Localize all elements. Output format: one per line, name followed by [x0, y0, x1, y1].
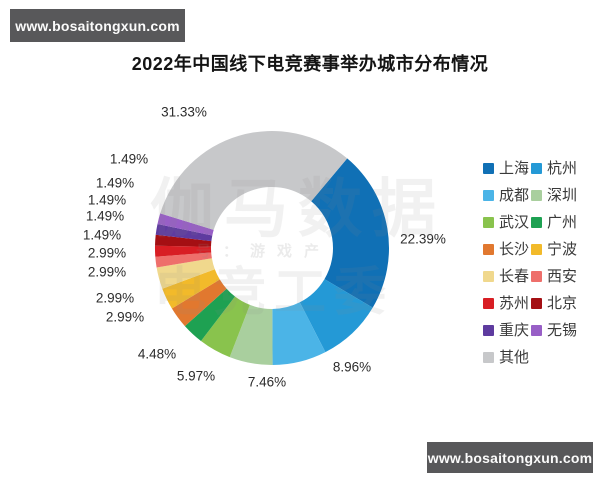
legend-item-ningbo[interactable]: 宁波 — [531, 239, 593, 260]
legend-label-hangzhou: 杭州 — [547, 160, 578, 177]
pie-slice-chongqing[interactable] — [155, 224, 213, 242]
pie-slice-chengdu[interactable] — [272, 302, 326, 365]
pie-label-chengdu: 7.46% — [248, 375, 286, 390]
legend-swatch-xian — [531, 271, 542, 282]
pie-slice-shenzhen[interactable] — [229, 304, 273, 366]
legend-swatch-wuhan — [483, 217, 494, 228]
legend-item-beijing[interactable]: 北京 — [531, 293, 593, 314]
pie-slice-hangzhou[interactable] — [299, 279, 373, 353]
legend-item-qita[interactable]: 其他 — [483, 347, 531, 368]
legend-swatch-ningbo — [531, 244, 542, 255]
legend-label-changchun: 长春 — [499, 268, 530, 285]
pie-slice-qita[interactable] — [160, 131, 348, 230]
pie-slice-xian[interactable] — [155, 252, 212, 268]
chart-title: 2022年中国线下电竞赛事举办城市分布情况 — [131, 54, 489, 74]
legend-swatch-chongqing — [483, 325, 494, 336]
pie-label-suzhou: 1.49% — [86, 209, 124, 224]
pie-label-qita: 31.33% — [161, 105, 207, 120]
legend-item-changsha[interactable]: 长沙 — [483, 239, 531, 260]
watermark-banner-top: www.bosaitongxun.com — [10, 9, 185, 42]
pie-slice-ningbo[interactable] — [162, 269, 220, 309]
legend-swatch-suzhou — [483, 298, 494, 309]
legend-label-changsha: 长沙 — [499, 241, 530, 258]
legend-label-wuxi: 无锡 — [547, 322, 578, 339]
legend-label-wuhan: 武汉 — [499, 214, 530, 231]
watermark-url-bottom: www.bosaitongxun.com — [427, 449, 593, 466]
legend-swatch-shanghai — [483, 163, 494, 174]
legend-item-shanghai[interactable]: 上海 — [483, 158, 531, 179]
watermark-banner-bottom: www.bosaitongxun.com — [427, 442, 593, 473]
legend-swatch-changsha — [483, 244, 494, 255]
legend-label-shenzhen: 深圳 — [547, 187, 578, 204]
legend-item-changchun[interactable]: 长春 — [483, 266, 531, 287]
pie-label-xian: 1.49% — [83, 228, 121, 243]
legend-swatch-chengdu — [483, 190, 494, 201]
pie-label-shenzhen: 5.97% — [177, 369, 215, 384]
legend-label-guangzhou: 广州 — [547, 214, 578, 231]
watermark-url-top: www.bosaitongxun.com — [15, 17, 180, 34]
legend-item-wuhan[interactable]: 武汉 — [483, 212, 531, 233]
pie-slice-shanghai[interactable] — [311, 158, 389, 308]
legend-item-shenzhen[interactable]: 深圳 — [531, 185, 593, 206]
legend-label-beijing: 北京 — [547, 295, 578, 312]
legend-label-chongqing: 重庆 — [499, 322, 530, 339]
pie-slice-beijing[interactable] — [155, 234, 212, 247]
pie-slice-guangzhou[interactable] — [184, 288, 235, 341]
pie-label-wuhan: 4.48% — [138, 347, 176, 362]
legend-swatch-hangzhou — [531, 163, 542, 174]
legend-item-hangzhou[interactable]: 杭州 — [531, 158, 593, 179]
pie-label-shanghai: 22.39% — [400, 232, 446, 247]
legend-swatch-changchun — [483, 271, 494, 282]
legend-swatch-qita — [483, 352, 494, 363]
pie-label-changsha: 2.99% — [96, 291, 134, 306]
legend-swatch-shenzhen — [531, 190, 542, 201]
pie-label-guangzhou: 2.99% — [106, 310, 144, 325]
legend-label-ningbo: 宁波 — [547, 241, 578, 258]
pie-slice-wuxi[interactable] — [157, 213, 214, 236]
legend-item-chongqing[interactable]: 重庆 — [483, 320, 531, 341]
pie-label-hangzhou: 8.96% — [333, 360, 371, 375]
pie-label-wuxi: 1.49% — [110, 152, 148, 167]
legend-label-suzhou: 苏州 — [499, 295, 530, 312]
legend-item-suzhou[interactable]: 苏州 — [483, 293, 531, 314]
legend-swatch-beijing — [531, 298, 542, 309]
chart-legend: 上海 杭州 成都 深圳 武汉 广州 长沙 宁波 长春 西安 苏州 北京 重庆 无锡 其他 — [483, 158, 593, 368]
legend-item-wuxi[interactable]: 无锡 — [531, 320, 593, 341]
pie-slice-changchun[interactable] — [156, 258, 215, 289]
pie-label-changchun: 2.99% — [88, 246, 126, 261]
legend-label-qita: 其他 — [499, 349, 530, 366]
legend-item-chengdu[interactable]: 成都 — [483, 185, 531, 206]
legend-label-shanghai: 上海 — [499, 160, 530, 177]
pie-label-chongqing: 1.49% — [96, 176, 134, 191]
legend-item-xian[interactable]: 西安 — [531, 266, 593, 287]
pie-slice-changsha[interactable] — [171, 279, 227, 327]
legend-item-guangzhou[interactable]: 广州 — [531, 212, 593, 233]
pie-slice-wuhan[interactable] — [201, 296, 250, 358]
legend-label-xian: 西安 — [547, 268, 578, 285]
pie-label-beijing: 1.49% — [88, 193, 126, 208]
legend-swatch-wuxi — [531, 325, 542, 336]
legend-swatch-guangzhou — [531, 217, 542, 228]
pie-slice-suzhou[interactable] — [154, 245, 212, 257]
pie-label-ningbo: 2.99% — [88, 265, 126, 280]
legend-label-chengdu: 成都 — [499, 187, 530, 204]
